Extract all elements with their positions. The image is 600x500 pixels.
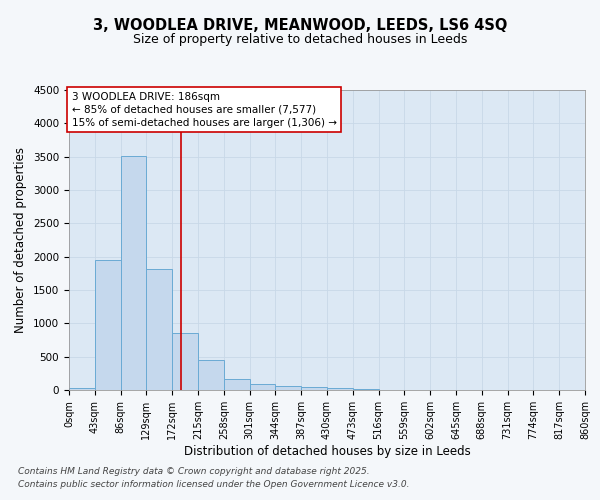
Bar	[275, 386, 301, 390]
Bar	[250, 384, 275, 390]
Bar	[327, 388, 353, 390]
Bar	[224, 380, 250, 390]
Bar	[172, 334, 198, 390]
Text: Contains public sector information licensed under the Open Government Licence v3: Contains public sector information licen…	[18, 480, 409, 489]
X-axis label: Distribution of detached houses by size in Leeds: Distribution of detached houses by size …	[184, 444, 470, 458]
Bar	[95, 260, 121, 390]
Bar	[146, 270, 172, 390]
Y-axis label: Number of detached properties: Number of detached properties	[14, 147, 28, 333]
Text: Contains HM Land Registry data © Crown copyright and database right 2025.: Contains HM Land Registry data © Crown c…	[18, 467, 370, 476]
Bar	[198, 360, 224, 390]
Bar	[121, 156, 146, 390]
Text: Size of property relative to detached houses in Leeds: Size of property relative to detached ho…	[133, 32, 467, 46]
Text: 3 WOODLEA DRIVE: 186sqm
← 85% of detached houses are smaller (7,577)
15% of semi: 3 WOODLEA DRIVE: 186sqm ← 85% of detache…	[71, 92, 337, 128]
Text: 3, WOODLEA DRIVE, MEANWOOD, LEEDS, LS6 4SQ: 3, WOODLEA DRIVE, MEANWOOD, LEEDS, LS6 4…	[93, 18, 507, 32]
Bar	[69, 388, 95, 390]
Bar	[301, 388, 327, 390]
